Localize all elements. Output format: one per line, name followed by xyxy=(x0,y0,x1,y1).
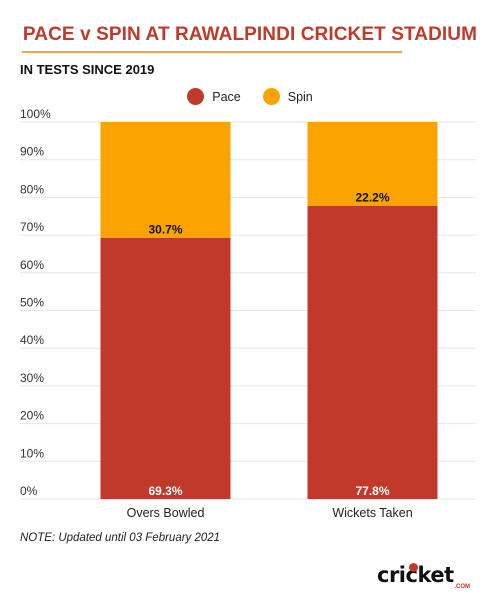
bar-spin-1 xyxy=(100,122,231,238)
y-tick-label: 20% xyxy=(20,409,44,423)
x-tick-label: Overs Bowled xyxy=(127,506,205,520)
legend-swatch-spin xyxy=(262,88,280,105)
chart-legend: Pace Spin xyxy=(0,88,500,105)
y-tick-label: 100% xyxy=(20,107,51,121)
bar-spin-2 xyxy=(307,122,438,206)
data-label-pace-1: 69.3% xyxy=(148,484,182,498)
cricket-com-logo: cricket .COM xyxy=(377,563,472,595)
legend-swatch-pace xyxy=(187,88,205,105)
logo-suffix: .COM xyxy=(454,584,470,590)
x-tick-label: Wickets Taken xyxy=(332,506,412,520)
legend-item-pace: Pace xyxy=(187,88,241,105)
y-tick-label: 30% xyxy=(20,371,44,385)
legend-item-spin: Spin xyxy=(262,88,313,105)
y-tick-label: 40% xyxy=(20,333,44,347)
y-tick-label: 50% xyxy=(20,296,44,310)
legend-label-spin: Spin xyxy=(287,89,313,104)
y-tick-label: 70% xyxy=(20,220,44,234)
bar-pace-2 xyxy=(307,205,438,499)
y-tick-label: 10% xyxy=(20,446,44,460)
footnote: NOTE: Updated until 03 February 2021 xyxy=(20,532,221,544)
data-label-pace-2: 77.8% xyxy=(355,484,389,498)
data-label-spin-2: 22.2% xyxy=(355,191,389,205)
chart-title: PACE v SPIN AT RAWALPINDI CRICKET STADIU… xyxy=(22,24,478,45)
y-tick-label: 0% xyxy=(20,484,38,498)
legend-label-pace: Pace xyxy=(212,89,241,104)
data-label-spin-1: 30.7% xyxy=(148,223,182,237)
cricket-ball-icon xyxy=(409,563,418,572)
bar-pace-1 xyxy=(100,237,231,499)
stacked-bar-chart: 0% 10% 20% 30% 40% 50% 60% 70% 80% 90% 100% 69.3% 30… xyxy=(20,107,476,520)
y-tick-label: 90% xyxy=(20,145,44,159)
y-tick-label: 60% xyxy=(20,258,44,272)
chart-subtitle: IN TESTS SINCE 2019 xyxy=(20,62,155,77)
title-underline xyxy=(22,51,402,53)
y-tick-label: 80% xyxy=(20,182,44,196)
